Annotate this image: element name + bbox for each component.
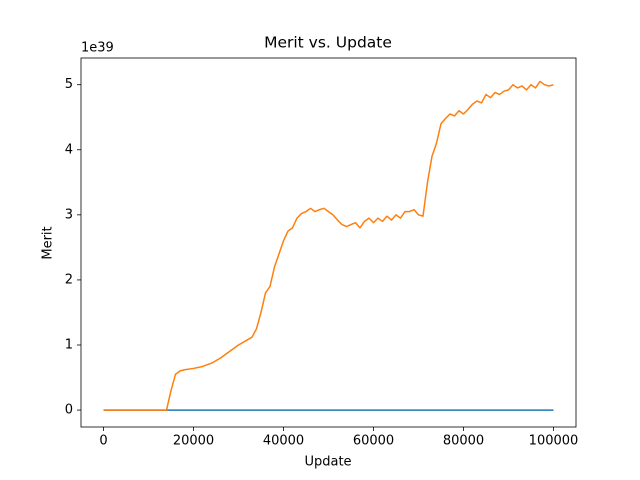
x-tick-label: 0 <box>99 434 107 449</box>
y-offset-label: 1e39 <box>81 41 114 56</box>
plot-frame <box>80 57 577 428</box>
x-axis-label: Update <box>304 455 351 470</box>
y-tick-label: 1 <box>65 338 73 353</box>
y-tick-label: 0 <box>65 403 73 418</box>
y-tick-label: 3 <box>65 207 73 222</box>
y-tick-label: 4 <box>65 142 73 157</box>
y-axis-label: Merit <box>41 226 56 259</box>
x-tick-label: 20000 <box>173 434 214 449</box>
x-tick-label: 100000 <box>529 434 579 449</box>
x-tick-label: 60000 <box>353 434 394 449</box>
x-tick-label: 40000 <box>263 434 304 449</box>
y-tick-label: 2 <box>65 272 73 287</box>
chart-title: Merit vs. Update <box>264 34 392 52</box>
y-tick-label: 5 <box>65 77 73 92</box>
series-line <box>103 80 554 411</box>
x-tick-label: 80000 <box>443 434 484 449</box>
